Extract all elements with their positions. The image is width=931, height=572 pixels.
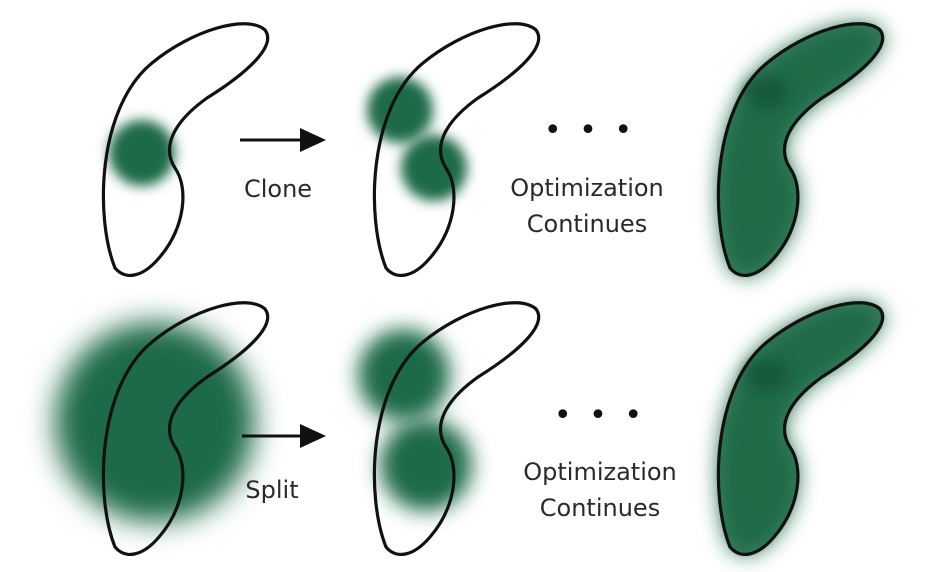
continues-label: Continues (540, 494, 660, 522)
optimization-label: Optimization (510, 174, 664, 202)
filled-core (718, 23, 883, 276)
gaussian-overlap (745, 359, 789, 391)
split-arrow (242, 424, 326, 448)
gaussian-blob (380, 419, 472, 511)
split-label: Split (245, 476, 298, 504)
gaussian-blob (55, 322, 255, 522)
split-stage-initial (55, 301, 270, 557)
gaussian-overlap (745, 77, 789, 109)
row-clone: Clone • • • Optimization Continues (101, 22, 885, 278)
gaussian-blob (367, 77, 433, 143)
clone-arrow (240, 128, 326, 152)
ellipsis: • • • (544, 113, 636, 148)
continues-label: Continues (527, 210, 647, 238)
clone-stage-initial (101, 22, 270, 278)
split-stage-converged (716, 301, 885, 557)
row-split: Split • • • Optimization Continues (55, 301, 885, 557)
filled-core (718, 302, 883, 555)
gaussian-blob (109, 120, 175, 186)
gaussian-blob (401, 135, 467, 201)
clone-label: Clone (244, 175, 312, 203)
gaussian-blob (358, 329, 450, 421)
clone-stage-cloned (367, 22, 541, 278)
clone-stage-converged (716, 22, 885, 278)
ellipsis: • • • (554, 398, 646, 433)
split-stage-split (358, 301, 541, 557)
optimization-label: Optimization (523, 458, 677, 486)
